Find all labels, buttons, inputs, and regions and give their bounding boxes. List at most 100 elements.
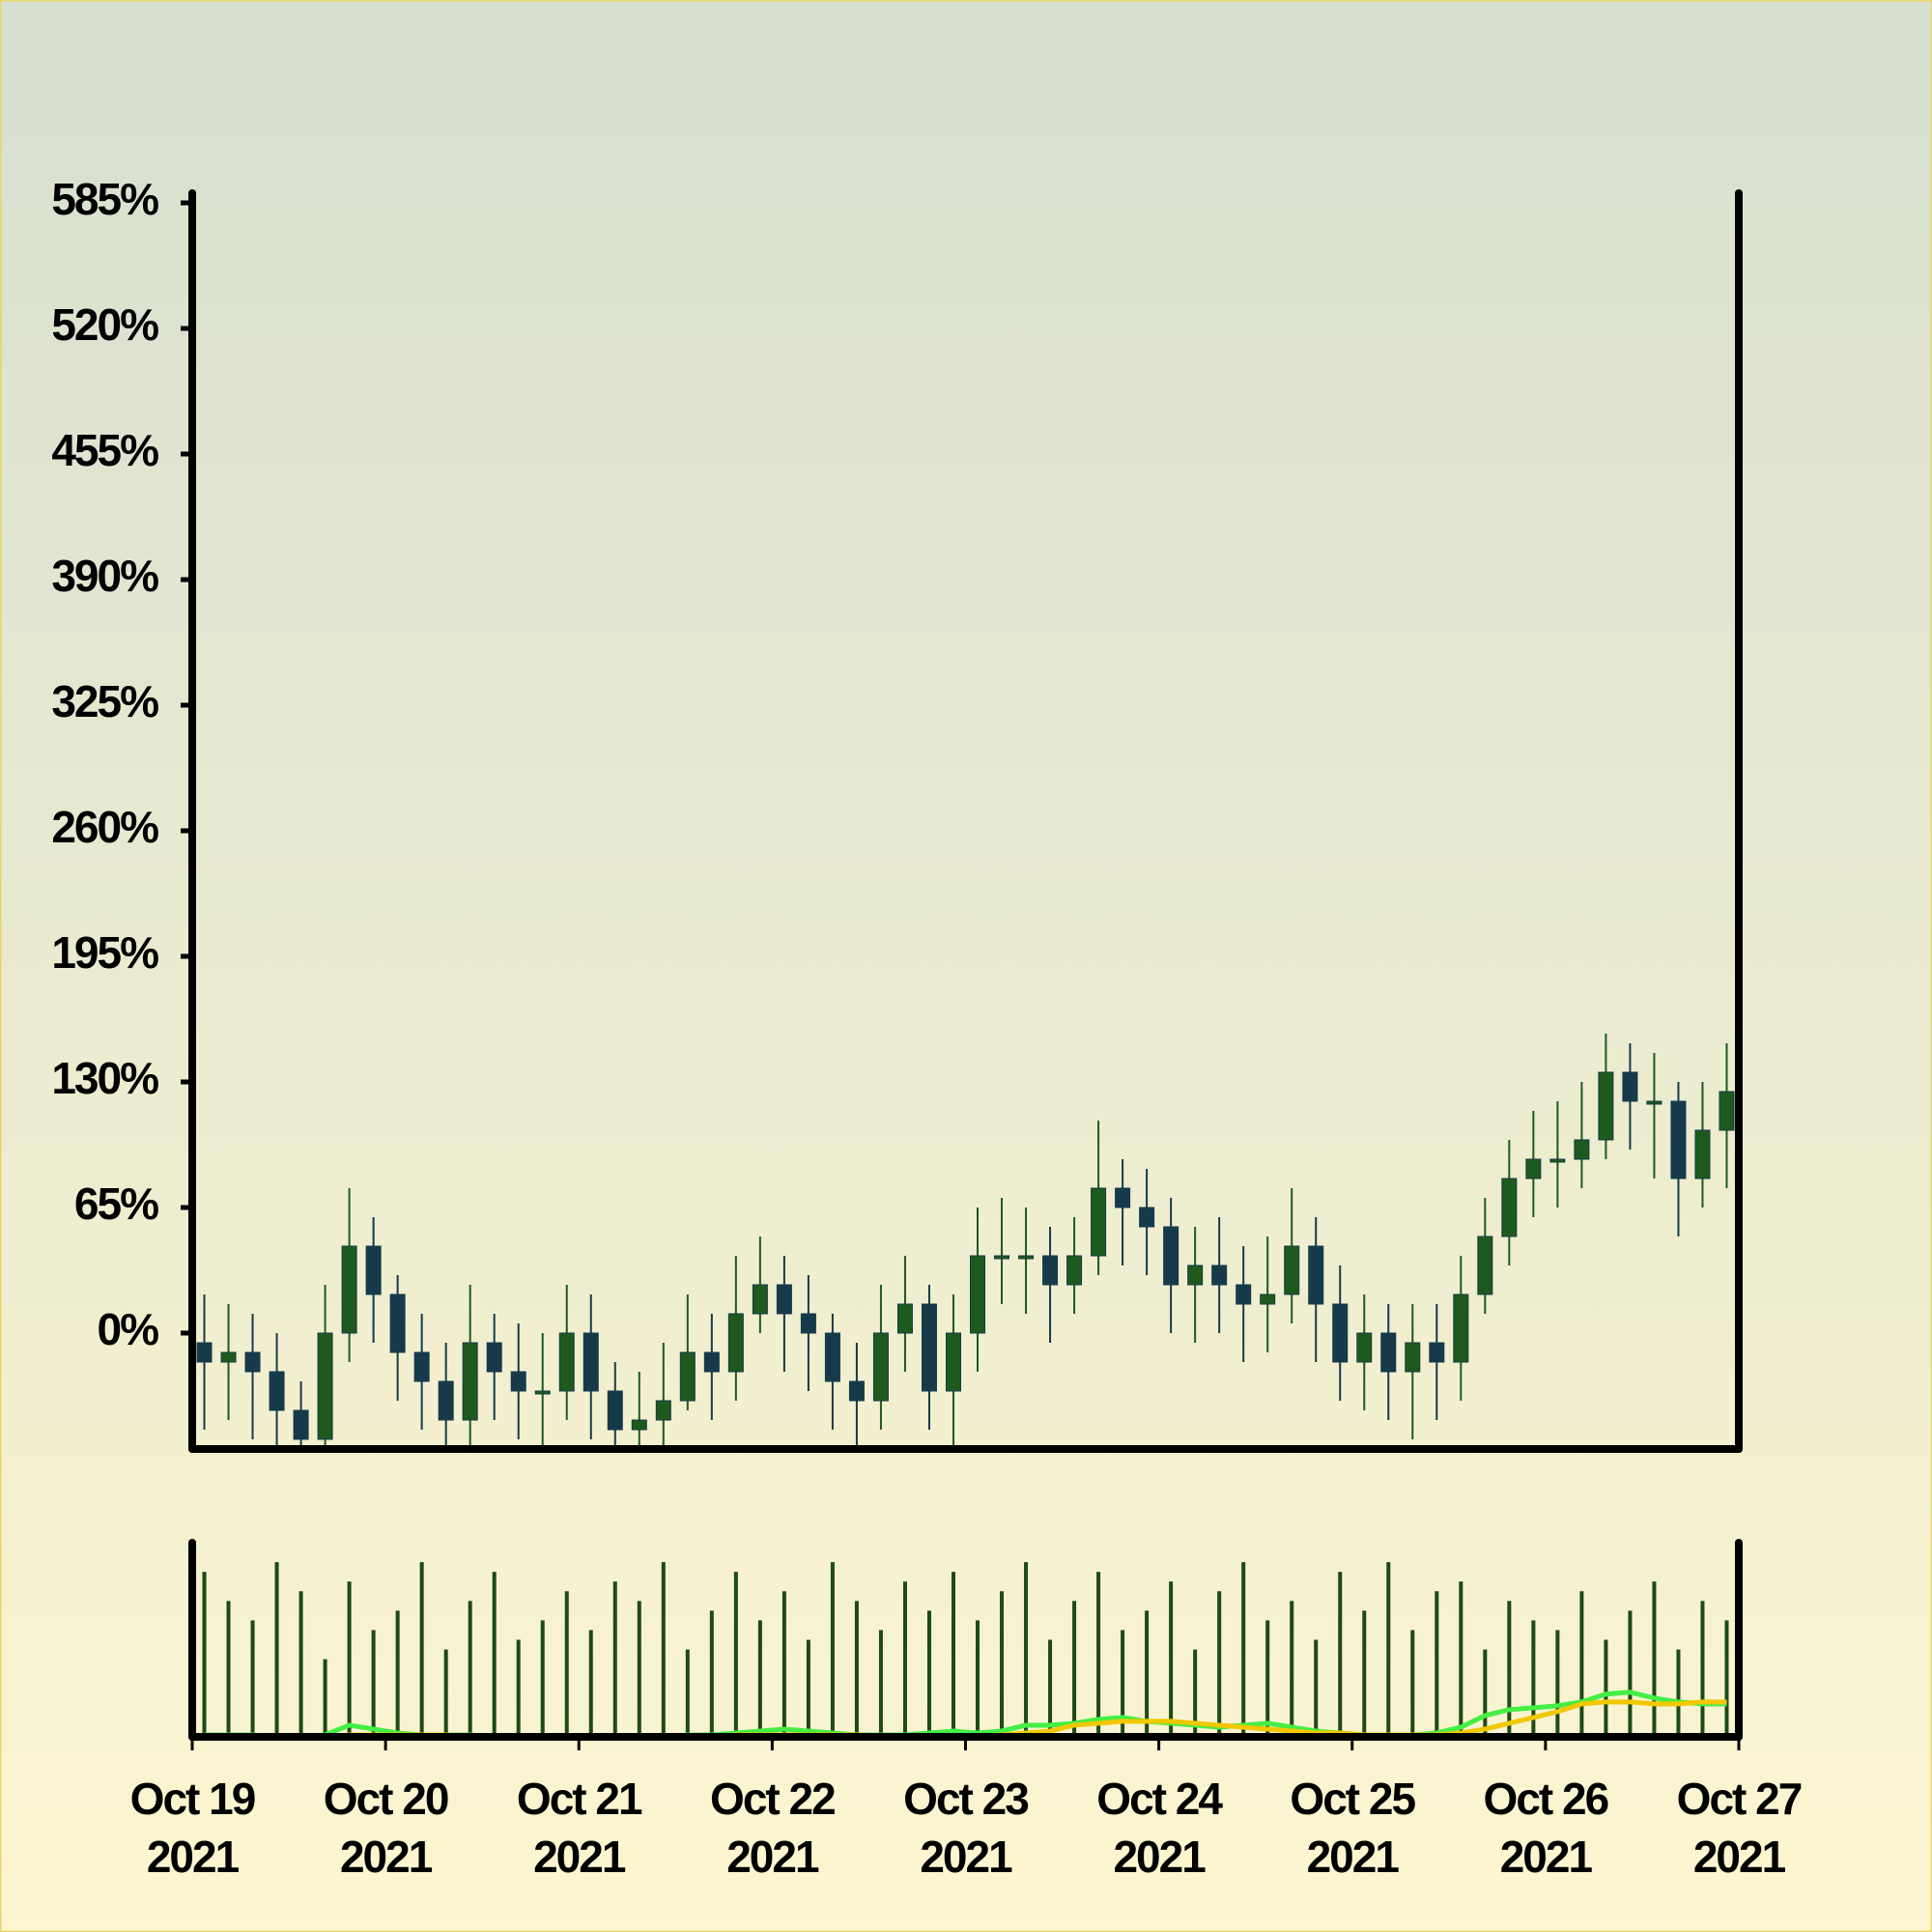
- volume-bar: [1265, 1620, 1270, 1737]
- volume-bar: [371, 1630, 376, 1737]
- candle-body: [1091, 1187, 1107, 1257]
- x-tick-label: 2021: [533, 1832, 626, 1882]
- y-tick-label: 455%: [51, 425, 158, 475]
- candle-body: [317, 1332, 333, 1440]
- price-panel: [196, 1034, 1735, 1449]
- x-tick-label: 2021: [1693, 1832, 1786, 1882]
- candle-body: [848, 1380, 865, 1402]
- y-tick-label: 65%: [74, 1179, 158, 1229]
- candle-body: [727, 1313, 744, 1373]
- volume-bar: [250, 1620, 255, 1737]
- volume-bar: [612, 1581, 617, 1737]
- volume-bar: [202, 1572, 207, 1737]
- volume-bar: [806, 1639, 810, 1737]
- candle-body: [1380, 1332, 1397, 1373]
- candle-body: [994, 1255, 1010, 1260]
- candle-body: [196, 1342, 213, 1363]
- volume-bar: [1217, 1591, 1222, 1737]
- volume-bar: [709, 1610, 714, 1737]
- candle-body: [1356, 1332, 1373, 1363]
- candle-body: [1549, 1158, 1566, 1163]
- volume-bar: [1121, 1630, 1125, 1737]
- volume-bar: [1531, 1620, 1536, 1737]
- x-tick-label: Oct 25: [1290, 1774, 1415, 1824]
- volume-bar: [637, 1601, 641, 1737]
- candle-body: [1670, 1100, 1687, 1179]
- volume-bar: [1628, 1610, 1633, 1737]
- candle-body: [1622, 1071, 1638, 1102]
- volume-panel: [202, 1562, 1729, 1737]
- candle-body: [1501, 1178, 1518, 1237]
- volume-bar: [226, 1601, 231, 1737]
- volume-bar: [1290, 1601, 1294, 1737]
- volume-bar: [1555, 1630, 1560, 1737]
- candle-body: [341, 1245, 357, 1334]
- volume-bar: [1507, 1601, 1512, 1737]
- volume-bar: [588, 1630, 593, 1737]
- y-tick-label: 130%: [51, 1053, 158, 1103]
- candle-body: [1429, 1342, 1445, 1363]
- candle-body: [679, 1351, 696, 1402]
- volume-bar: [1048, 1639, 1053, 1737]
- candle-body: [945, 1332, 961, 1392]
- x-tick-label: 2021: [1307, 1832, 1400, 1882]
- y-tick-label: 585%: [51, 174, 158, 224]
- candle-body: [1332, 1303, 1349, 1363]
- x-tick-label: Oct 21: [517, 1774, 642, 1824]
- volume-bar: [854, 1601, 859, 1737]
- volume-bar: [274, 1562, 279, 1737]
- volume-bar: [516, 1639, 521, 1737]
- x-tick-label: Oct 23: [903, 1774, 1028, 1824]
- candle-body: [582, 1332, 599, 1392]
- candle-body: [220, 1351, 237, 1363]
- axes: [181, 189, 1743, 1750]
- volume-bar: [1410, 1630, 1415, 1737]
- candle-body: [558, 1332, 575, 1392]
- candle-body: [921, 1303, 937, 1392]
- volume-bar: [395, 1610, 400, 1737]
- candle-body: [486, 1342, 502, 1373]
- candle-body: [1139, 1207, 1155, 1228]
- volume-bar: [1386, 1562, 1391, 1737]
- volume-bar: [1072, 1601, 1077, 1737]
- volume-bar: [1338, 1572, 1343, 1737]
- volume-bar: [1193, 1649, 1198, 1737]
- candle-body: [872, 1332, 889, 1402]
- volume-bar: [1676, 1649, 1681, 1737]
- volume-bar: [1604, 1639, 1608, 1737]
- y-tick-label: 195%: [51, 927, 158, 978]
- volume-bar: [1241, 1562, 1246, 1737]
- volume-bar: [685, 1649, 690, 1737]
- x-tick-label: 2021: [920, 1832, 1012, 1882]
- volume-bar: [1024, 1562, 1029, 1737]
- x-tick-label: Oct 19: [130, 1774, 255, 1824]
- volume-bar: [1700, 1601, 1705, 1737]
- volume-bar: [468, 1601, 472, 1737]
- volume-bar: [1579, 1591, 1584, 1737]
- volume-bar: [443, 1649, 448, 1737]
- volume-bar: [757, 1620, 762, 1737]
- volume-bar: [564, 1591, 569, 1737]
- volume-bar: [1000, 1591, 1005, 1737]
- candle-body: [534, 1390, 551, 1395]
- volume-bar: [1362, 1610, 1367, 1737]
- x-tick-label: 2021: [726, 1832, 819, 1882]
- candle-body: [896, 1303, 913, 1334]
- candle-body: [1405, 1342, 1421, 1373]
- candle-body: [752, 1284, 768, 1315]
- volume-bar: [1096, 1572, 1101, 1737]
- y-tick-label: 260%: [51, 802, 158, 852]
- x-tick-label: Oct 27: [1677, 1774, 1802, 1824]
- candle-body: [1187, 1264, 1204, 1286]
- volume-bar: [1169, 1581, 1174, 1737]
- y-tick-label: 520%: [51, 299, 158, 350]
- volume-bar: [323, 1659, 327, 1737]
- x-tick-label: 2021: [340, 1832, 433, 1882]
- candle-body: [1018, 1255, 1035, 1260]
- volume-bar: [951, 1572, 955, 1737]
- candle-body: [1115, 1187, 1131, 1208]
- x-tick-label: 2021: [1113, 1832, 1206, 1882]
- x-tick-label: 2021: [147, 1832, 240, 1882]
